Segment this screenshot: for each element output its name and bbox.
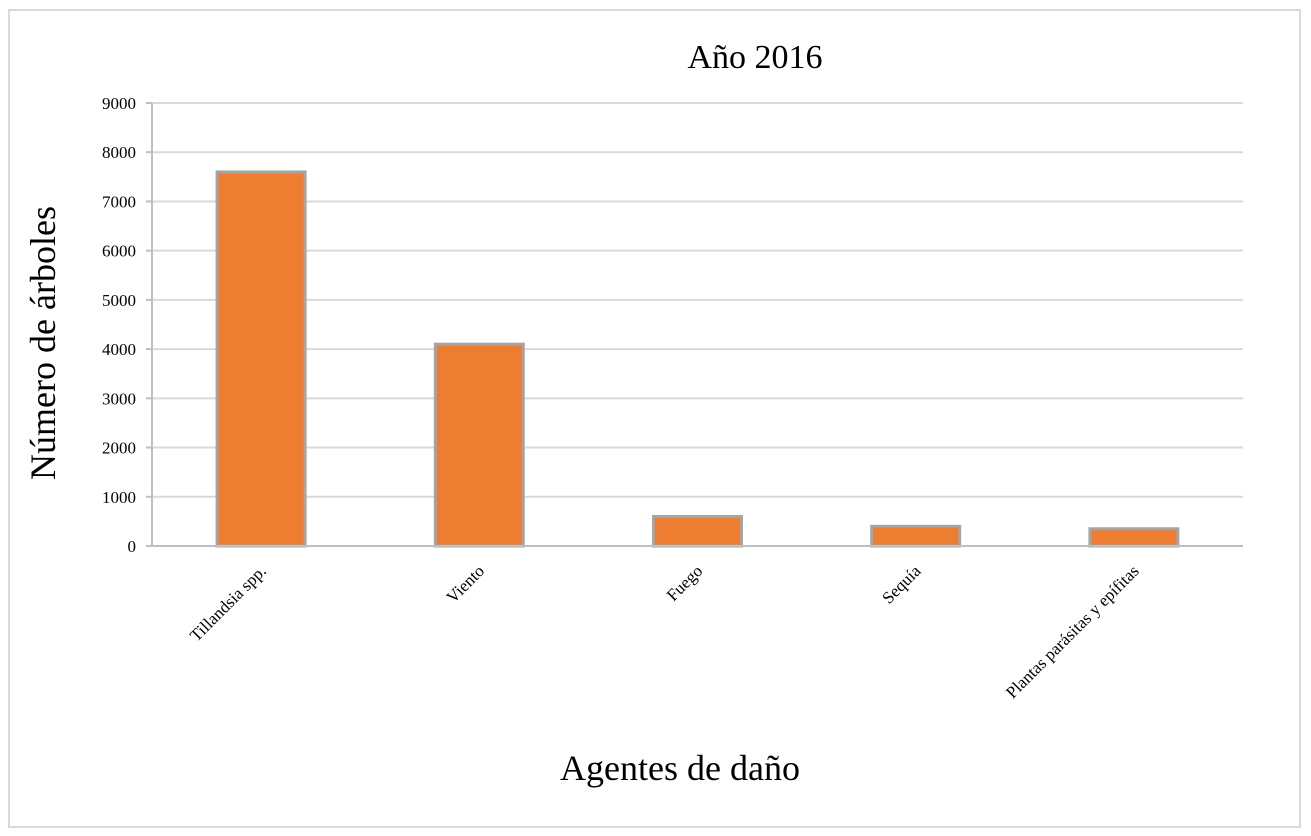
y-tick-label: 1000 xyxy=(102,488,136,507)
chart-title: Año 2016 xyxy=(687,39,822,76)
bar xyxy=(870,524,962,548)
bar xyxy=(652,514,743,548)
x-axis-title: Agentes de daño xyxy=(560,748,800,788)
x-tick-label: Plantas parásitas y epífitas xyxy=(1002,561,1143,702)
x-tick-label: Sequía xyxy=(878,561,924,607)
bar xyxy=(215,170,307,548)
x-tick-label: Tillandsia spp. xyxy=(186,561,270,645)
y-tick-label: 6000 xyxy=(102,242,136,261)
y-tick-label: 2000 xyxy=(102,439,136,458)
y-tick-label: 8000 xyxy=(102,143,136,162)
gridlines xyxy=(152,102,1243,547)
bar xyxy=(433,342,525,548)
bars xyxy=(215,170,1180,548)
y-tick-label: 9000 xyxy=(102,94,136,113)
y-tick-label: 5000 xyxy=(102,291,136,310)
bar xyxy=(1088,527,1180,548)
y-axis-title: Número de árboles xyxy=(23,206,63,480)
y-tick-label: 7000 xyxy=(102,192,136,211)
y-axis: 0 1000 2000 3000 4000 5000 6000 7000 8000 9000 xyxy=(102,94,153,556)
x-axis: Tillandsia spp. Viento Fuego Sequía Plantas … xyxy=(152,545,1243,702)
y-tick-label: 0 xyxy=(128,537,137,556)
x-tick-label: Fuego xyxy=(663,561,706,604)
x-tick-label: Viento xyxy=(443,561,488,606)
y-tick-label: 3000 xyxy=(102,389,136,408)
y-tick-label: 4000 xyxy=(102,340,136,359)
